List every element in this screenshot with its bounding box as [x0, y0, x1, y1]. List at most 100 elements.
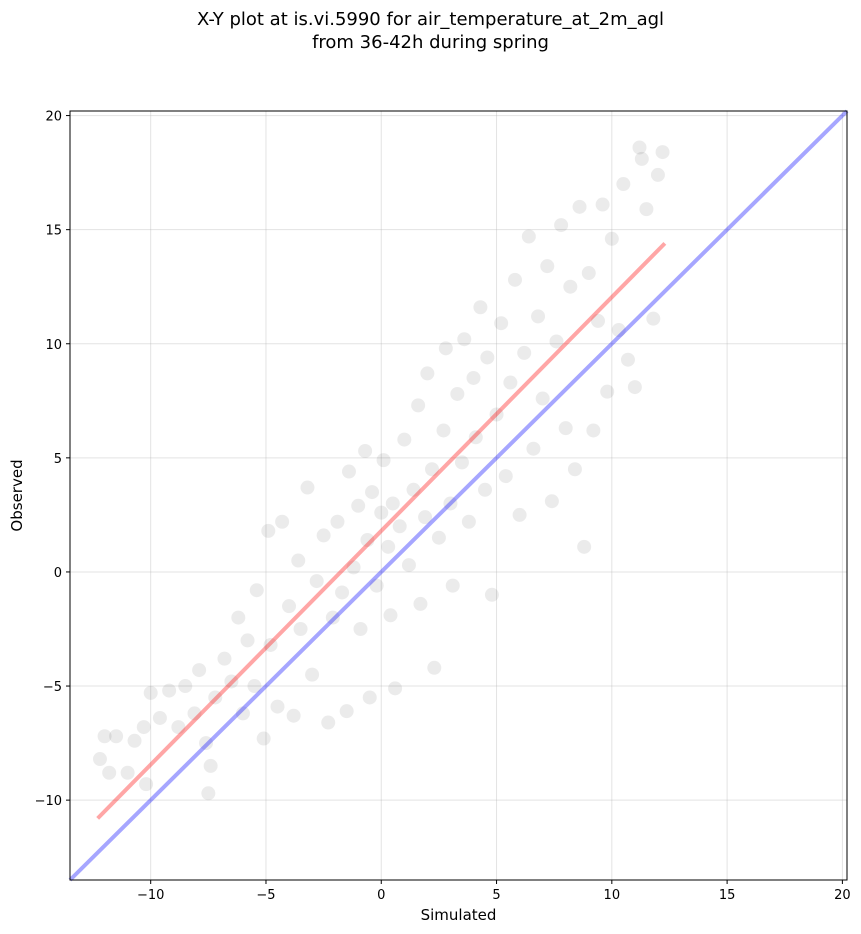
data-point [127, 733, 142, 748]
data-point [611, 323, 626, 338]
data-point [358, 444, 373, 459]
data-point [270, 699, 285, 714]
data-point [401, 558, 416, 573]
data-point [521, 229, 536, 244]
grid [70, 111, 847, 880]
y-tick-label: 20 [45, 110, 62, 125]
data-point [383, 608, 398, 623]
data-point [604, 231, 619, 246]
data-point [217, 651, 232, 666]
data-point [293, 621, 308, 636]
data-point [249, 583, 264, 598]
data-point [199, 736, 214, 751]
data-point [203, 758, 218, 773]
data-point [139, 777, 154, 792]
data-point [275, 514, 290, 529]
data-point [531, 309, 546, 324]
data-point [558, 421, 573, 436]
data-point [231, 610, 246, 625]
data-points [92, 140, 670, 801]
data-point [478, 482, 493, 497]
data-point [480, 350, 495, 365]
data-point [544, 494, 559, 509]
data-point [549, 334, 564, 349]
data-point [498, 469, 513, 484]
x-tick-label: −5 [256, 888, 275, 903]
data-point [192, 663, 207, 678]
x-tick-label: 20 [834, 888, 851, 903]
data-point [443, 496, 458, 511]
y-axis-label: Observed [8, 459, 26, 531]
data-point [418, 510, 433, 525]
chart-title: X-Y plot at is.vi.5990 for air_temperatu… [196, 9, 665, 30]
data-point [595, 197, 610, 212]
data-point [374, 505, 389, 520]
data-point [445, 578, 460, 593]
data-point [540, 259, 555, 274]
data-point [351, 498, 366, 513]
data-point [554, 218, 569, 233]
data-point [385, 496, 400, 511]
data-point [362, 690, 377, 705]
axes-frame [69, 110, 848, 881]
reference-lines [68, 109, 849, 882]
data-point [646, 311, 661, 326]
data-point [650, 167, 665, 182]
y-tick-label: 0 [54, 566, 62, 581]
data-point [420, 366, 435, 381]
data-point [171, 720, 186, 735]
identity-line [68, 109, 849, 882]
data-point [438, 341, 453, 356]
data-point [473, 300, 488, 315]
data-point [152, 710, 167, 725]
data-point [240, 633, 255, 648]
data-point [143, 685, 158, 700]
data-point [466, 370, 481, 385]
data-point [457, 332, 472, 347]
data-point [616, 177, 631, 192]
data-point [247, 679, 262, 694]
data-point [353, 621, 368, 636]
y-tick-label: −5 [43, 680, 62, 695]
data-point [424, 462, 439, 477]
data-point [563, 279, 578, 294]
data-point [397, 432, 412, 447]
axis-ticks: −10 −5 0 5 10 15 20 −10 −5 0 5 10 15 20 [35, 110, 851, 903]
data-point [162, 683, 177, 698]
data-point [235, 706, 250, 721]
data-point [316, 528, 331, 543]
data-point [369, 578, 384, 593]
data-point [120, 765, 135, 780]
data-point [517, 345, 532, 360]
data-point [507, 272, 522, 287]
data-point [291, 553, 306, 568]
data-point [102, 765, 117, 780]
data-point [503, 375, 518, 390]
data-point [577, 539, 592, 554]
data-point [346, 560, 361, 575]
y-tick-label: 15 [45, 224, 62, 239]
x-tick-label: 5 [492, 888, 500, 903]
data-point [208, 690, 223, 705]
data-point [567, 462, 582, 477]
x-axis-label: Simulated [421, 906, 497, 924]
data-point [526, 441, 541, 456]
data-point [92, 752, 107, 767]
data-point [325, 610, 340, 625]
data-point [339, 704, 354, 719]
x-tick-label: 15 [719, 888, 736, 903]
data-point [627, 380, 642, 395]
data-point [187, 706, 202, 721]
chart-subtitle: from 36-42h during spring [312, 32, 549, 53]
data-point [535, 391, 550, 406]
data-point [341, 464, 356, 479]
data-point [286, 708, 301, 723]
data-point [392, 519, 407, 534]
data-point [484, 587, 499, 602]
data-point [450, 386, 465, 401]
x-tick-label: 10 [604, 888, 621, 903]
data-point [632, 140, 647, 155]
data-point [201, 786, 216, 801]
